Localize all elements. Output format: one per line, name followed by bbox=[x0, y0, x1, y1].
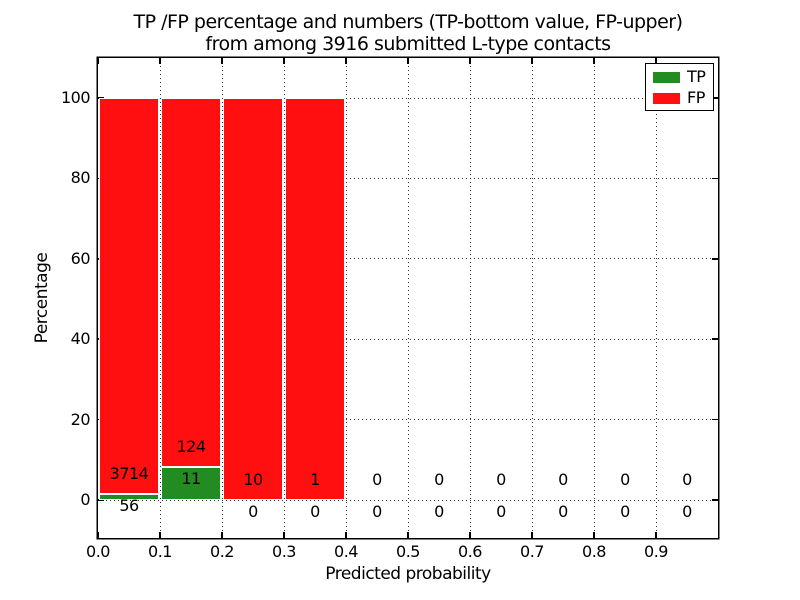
legend-item-tp: TP bbox=[646, 67, 713, 87]
fp-count-label: 0 bbox=[372, 469, 382, 489]
y-tick-label: 60 bbox=[70, 248, 91, 268]
x-tick-label: 0.4 bbox=[334, 542, 358, 561]
x-tick-mark-bottom bbox=[345, 532, 347, 538]
legend-label-tp: TP bbox=[687, 67, 706, 86]
y-tick-mark-left bbox=[98, 499, 104, 501]
y-tick-mark-right bbox=[712, 418, 718, 421]
x-tick-mark-bottom bbox=[531, 532, 533, 538]
tp-count-label: 0 bbox=[310, 502, 320, 522]
fp-count-label: 0 bbox=[496, 469, 506, 489]
legend-item-fp: FP bbox=[646, 88, 713, 108]
tp-count-label: 11 bbox=[181, 469, 201, 489]
fp-count-label: 10 bbox=[243, 469, 263, 489]
x-tick-mark-bottom bbox=[469, 532, 471, 538]
tp-count-label: 0 bbox=[248, 502, 258, 522]
gridline-vertical bbox=[531, 58, 533, 538]
fp-count-label: 1 bbox=[310, 469, 320, 489]
x-tick-mark-top bbox=[345, 58, 347, 64]
y-tick-mark-right bbox=[712, 338, 718, 340]
legend-label-fp: FP bbox=[687, 88, 705, 107]
x-tick-mark-bottom bbox=[159, 532, 161, 538]
x-tick-label: 0.0 bbox=[86, 542, 110, 561]
y-tick-label: 80 bbox=[70, 168, 91, 188]
gridline-horizontal bbox=[98, 499, 718, 501]
tp-count-label: 0 bbox=[434, 502, 444, 522]
gridline-vertical bbox=[655, 58, 657, 538]
legend-swatch-tp bbox=[653, 72, 680, 83]
x-tick-label: 0.6 bbox=[458, 542, 482, 561]
fp-count-label: 0 bbox=[682, 469, 692, 489]
bar-segment-fp bbox=[99, 98, 159, 495]
x-tick-mark-bottom bbox=[221, 532, 223, 538]
x-tick-label: 0.1 bbox=[148, 542, 172, 561]
gridline-horizontal bbox=[98, 419, 718, 421]
legend-swatch-fp bbox=[653, 93, 680, 104]
gridline-vertical bbox=[159, 58, 161, 538]
chart-title: TP /FP percentage and numbers (TP-bottom… bbox=[78, 11, 738, 55]
x-tick-mark-bottom bbox=[97, 532, 99, 538]
x-tick-mark-top bbox=[531, 58, 533, 64]
y-axis-title: Percentage bbox=[32, 252, 52, 344]
fp-count-label: 0 bbox=[620, 469, 630, 489]
x-tick-mark-top bbox=[655, 58, 657, 64]
y-tick-mark-right bbox=[712, 97, 718, 99]
y-tick-label: 40 bbox=[70, 329, 91, 349]
bar-segment-tp bbox=[161, 467, 221, 500]
chart-title-line1: TP /FP percentage and numbers (TP-bottom… bbox=[133, 11, 683, 33]
legend: TP FP bbox=[645, 63, 714, 111]
x-tick-mark-top bbox=[469, 58, 471, 64]
y-tick-mark-right bbox=[712, 258, 718, 260]
fp-count-label: 0 bbox=[558, 469, 568, 489]
gridline-vertical bbox=[469, 58, 471, 538]
chart-title-line2: from among 3916 submitted L-type contact… bbox=[205, 33, 611, 55]
gridline-vertical bbox=[345, 58, 347, 538]
gridline-horizontal bbox=[98, 97, 718, 99]
x-tick-label: 0.7 bbox=[520, 542, 544, 561]
bar-segment-fp bbox=[161, 98, 221, 468]
x-tick-mark-top bbox=[407, 58, 409, 64]
bar-segment-fp bbox=[223, 98, 283, 500]
y-tick-mark-right bbox=[712, 499, 718, 501]
y-tick-label: 20 bbox=[70, 409, 91, 429]
x-tick-mark-bottom bbox=[283, 532, 285, 538]
x-tick-mark-top bbox=[593, 58, 595, 64]
tp-count-label: 0 bbox=[682, 502, 692, 522]
x-tick-mark-top bbox=[159, 58, 161, 64]
gridline-vertical bbox=[407, 58, 409, 538]
gridline-horizontal bbox=[98, 338, 718, 340]
gridline-horizontal bbox=[98, 177, 718, 179]
x-tick-label: 0.9 bbox=[644, 542, 668, 561]
x-tick-label: 0.3 bbox=[272, 542, 296, 561]
gridline-vertical bbox=[221, 58, 223, 538]
y-tick-label: 100 bbox=[60, 88, 91, 107]
tp-count-label: 0 bbox=[558, 502, 568, 522]
gridline-vertical bbox=[593, 58, 595, 538]
bar-segment-tp bbox=[99, 494, 159, 500]
tp-count-label: 0 bbox=[620, 502, 630, 522]
tp-count-label: 56 bbox=[119, 496, 139, 516]
gridline-horizontal bbox=[98, 258, 718, 260]
tp-count-label: 0 bbox=[372, 502, 382, 522]
tp-count-label: 0 bbox=[496, 502, 506, 522]
fp-count-label: 124 bbox=[176, 437, 206, 457]
x-tick-label: 0.2 bbox=[210, 542, 234, 561]
x-tick-mark-top bbox=[97, 58, 99, 64]
x-tick-mark-top bbox=[221, 58, 223, 64]
y-tick-mark-right bbox=[712, 177, 718, 180]
x-tick-label: 0.5 bbox=[396, 542, 420, 561]
x-tick-mark-bottom bbox=[593, 532, 595, 538]
fp-count-label: 0 bbox=[434, 469, 444, 489]
fp-count-label: 3714 bbox=[109, 463, 149, 483]
x-axis-title: Predicted probability bbox=[325, 564, 491, 584]
x-tick-mark-top bbox=[283, 58, 285, 64]
x-tick-label: 0.8 bbox=[582, 542, 606, 561]
bar-segment-fp bbox=[285, 98, 345, 500]
x-tick-mark-bottom bbox=[655, 532, 657, 538]
x-tick-mark-bottom bbox=[407, 532, 409, 538]
gridline-vertical bbox=[283, 58, 285, 538]
y-tick-label: 0 bbox=[80, 490, 90, 509]
